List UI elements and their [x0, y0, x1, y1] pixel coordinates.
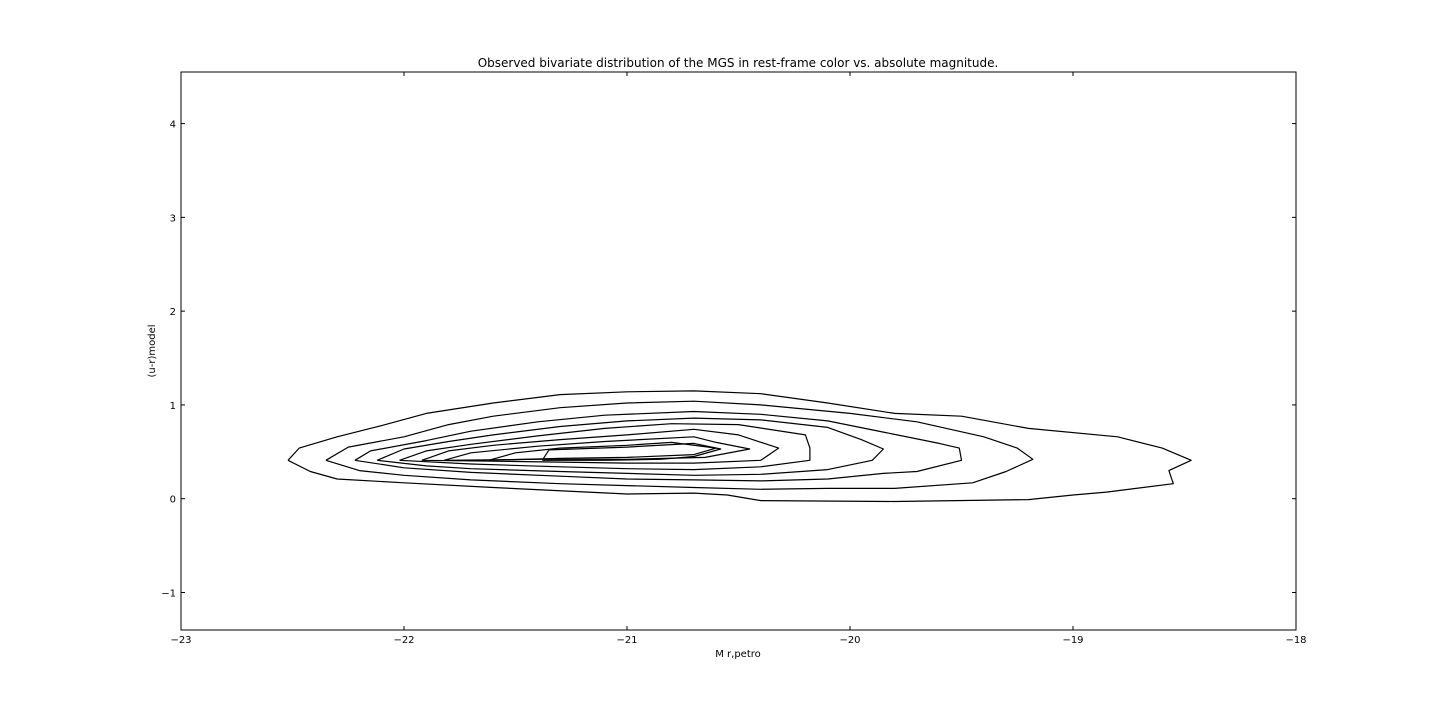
x-axis-label: M r,petro — [715, 649, 761, 660]
tick-layer: −23 −22 −21 −20 −19 −18 −1 0 1 2 3 4 — [161, 72, 1307, 646]
x-tick-label: −23 — [170, 635, 191, 646]
contour-level-2 — [325, 400, 1034, 490]
contour-level-5 — [399, 423, 811, 471]
y-tick-label: 3 — [170, 213, 176, 224]
contour-level-8 — [488, 441, 717, 461]
y-axis-label: (u-r)model — [147, 325, 158, 378]
x-tick-label: −18 — [1285, 635, 1306, 646]
contour-level-3 — [354, 410, 963, 482]
x-tick-label: −19 — [1062, 635, 1083, 646]
y-tick-label: −1 — [161, 588, 176, 599]
contour-level-1 — [287, 390, 1192, 503]
contour-level-4 — [376, 417, 885, 476]
y-tick-label: 4 — [170, 120, 176, 131]
x-tick-label: −20 — [839, 635, 860, 646]
contour-level-9 — [541, 442, 722, 461]
y-tick-label: 1 — [170, 401, 176, 412]
y-tick-label: 0 — [170, 495, 176, 506]
contour-layer — [287, 390, 1192, 503]
contour-level-6 — [421, 428, 780, 464]
plot-frame — [180, 71, 1297, 631]
x-tick-label: −21 — [616, 635, 637, 646]
x-tick-label: −22 — [393, 635, 414, 646]
chart-title: Observed bivariate distribution of the M… — [478, 56, 999, 70]
contour-level-7 — [443, 436, 751, 461]
y-tick-label: 2 — [170, 307, 176, 318]
